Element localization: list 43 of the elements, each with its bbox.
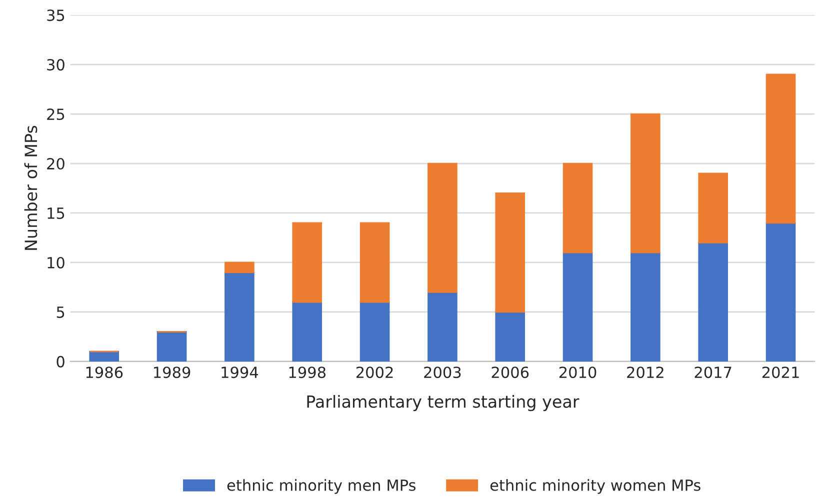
y-axis-title: Number of MPs bbox=[24, 126, 38, 250]
bar bbox=[224, 272, 254, 362]
bar bbox=[562, 162, 593, 254]
bar bbox=[360, 301, 390, 362]
bar bbox=[428, 162, 458, 293]
x-tick-label: 1998 bbox=[289, 366, 326, 378]
bar bbox=[495, 192, 526, 313]
x-tick-label: 2006 bbox=[492, 366, 529, 378]
bar bbox=[89, 350, 120, 362]
legend-label: ethnic minority women MPs bbox=[490, 479, 700, 494]
x-tick-label: 1994 bbox=[222, 366, 258, 378]
legend-label: ethnic minority men MPs bbox=[227, 479, 416, 494]
x-tick-label: 1986 bbox=[86, 366, 123, 378]
x-tick-label: 2002 bbox=[356, 366, 393, 378]
bar bbox=[562, 252, 593, 362]
x-tick-label: 2021 bbox=[762, 366, 799, 378]
y-tick-label: 30 bbox=[47, 59, 64, 71]
y-tick-label: 5 bbox=[56, 306, 64, 318]
y-tick-label: 20 bbox=[47, 158, 64, 170]
bar bbox=[428, 291, 458, 362]
y-tick-label: 10 bbox=[48, 256, 64, 268]
x-tick-label: 2017 bbox=[694, 366, 732, 378]
bar bbox=[495, 311, 526, 362]
y-tick-label: 35 bbox=[47, 10, 64, 22]
x-tick-label: 2010 bbox=[559, 366, 596, 378]
bar bbox=[360, 222, 390, 303]
bar bbox=[766, 74, 796, 224]
x-axis-title: Parliamentary term starting year bbox=[307, 394, 580, 412]
bar bbox=[698, 242, 728, 362]
bar bbox=[766, 222, 796, 362]
x-tick-label: 1989 bbox=[154, 366, 190, 378]
bar bbox=[292, 222, 322, 303]
bar bbox=[224, 262, 254, 274]
y-tick-label: 15 bbox=[48, 208, 64, 220]
bar bbox=[698, 172, 728, 244]
bar bbox=[630, 252, 660, 362]
bar bbox=[292, 301, 322, 362]
y-tick-label: 0 bbox=[56, 356, 64, 368]
bar bbox=[156, 331, 187, 362]
bar bbox=[630, 113, 660, 254]
x-tick-label: 2012 bbox=[627, 366, 664, 378]
x-tick-label: 2003 bbox=[424, 366, 461, 378]
y-tick-label: 25 bbox=[47, 108, 64, 120]
